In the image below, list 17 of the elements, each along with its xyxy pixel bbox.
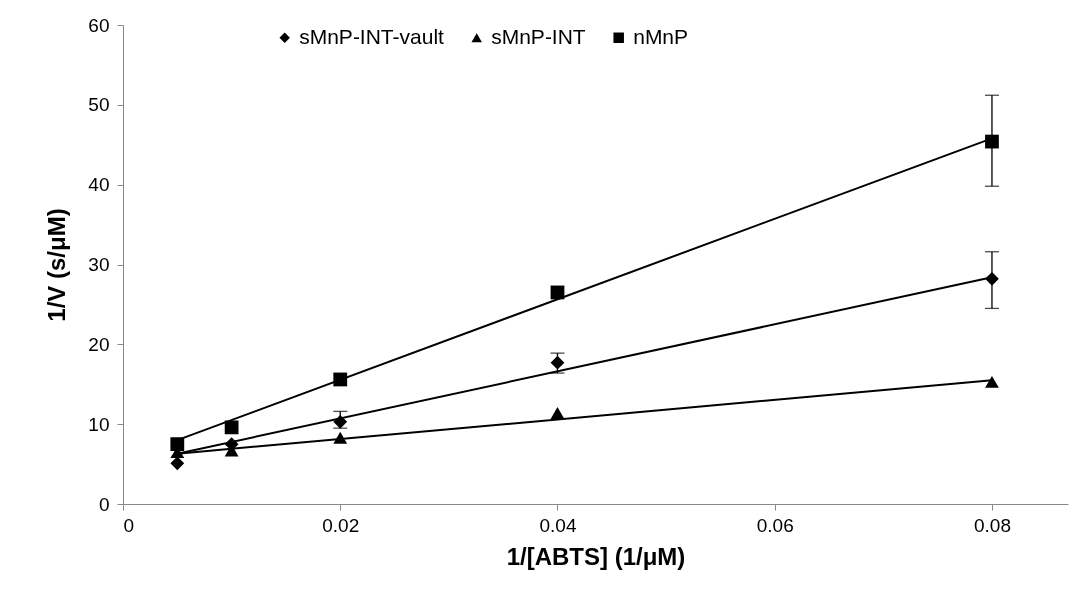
y-tick-label: 40 <box>88 174 110 196</box>
y-tick-label: 0 <box>98 493 110 515</box>
y-tick-label: 50 <box>88 94 110 116</box>
x-tick-label: 0 <box>123 514 135 536</box>
legend-label: sMnP-INT <box>491 24 586 48</box>
x-tick-label: 0.06 <box>756 514 794 536</box>
y-tick-label: 20 <box>88 333 110 355</box>
y-tick-label: 10 <box>88 413 110 435</box>
legend-label: nMnP <box>633 24 689 48</box>
y-axis-title: 1/V (s/μM) <box>43 208 71 322</box>
x-tick-label: 0.08 <box>973 514 1011 536</box>
legend-label: sMnP-INT-vault <box>299 24 445 48</box>
x-tick-label: 0.02 <box>322 514 360 536</box>
y-tick-label: 60 <box>88 14 110 36</box>
y-tick-label: 30 <box>88 254 110 275</box>
x-tick-label: 0.04 <box>539 514 577 536</box>
x-axis-title: 1/[ABTS] (1/μM) <box>506 542 686 570</box>
